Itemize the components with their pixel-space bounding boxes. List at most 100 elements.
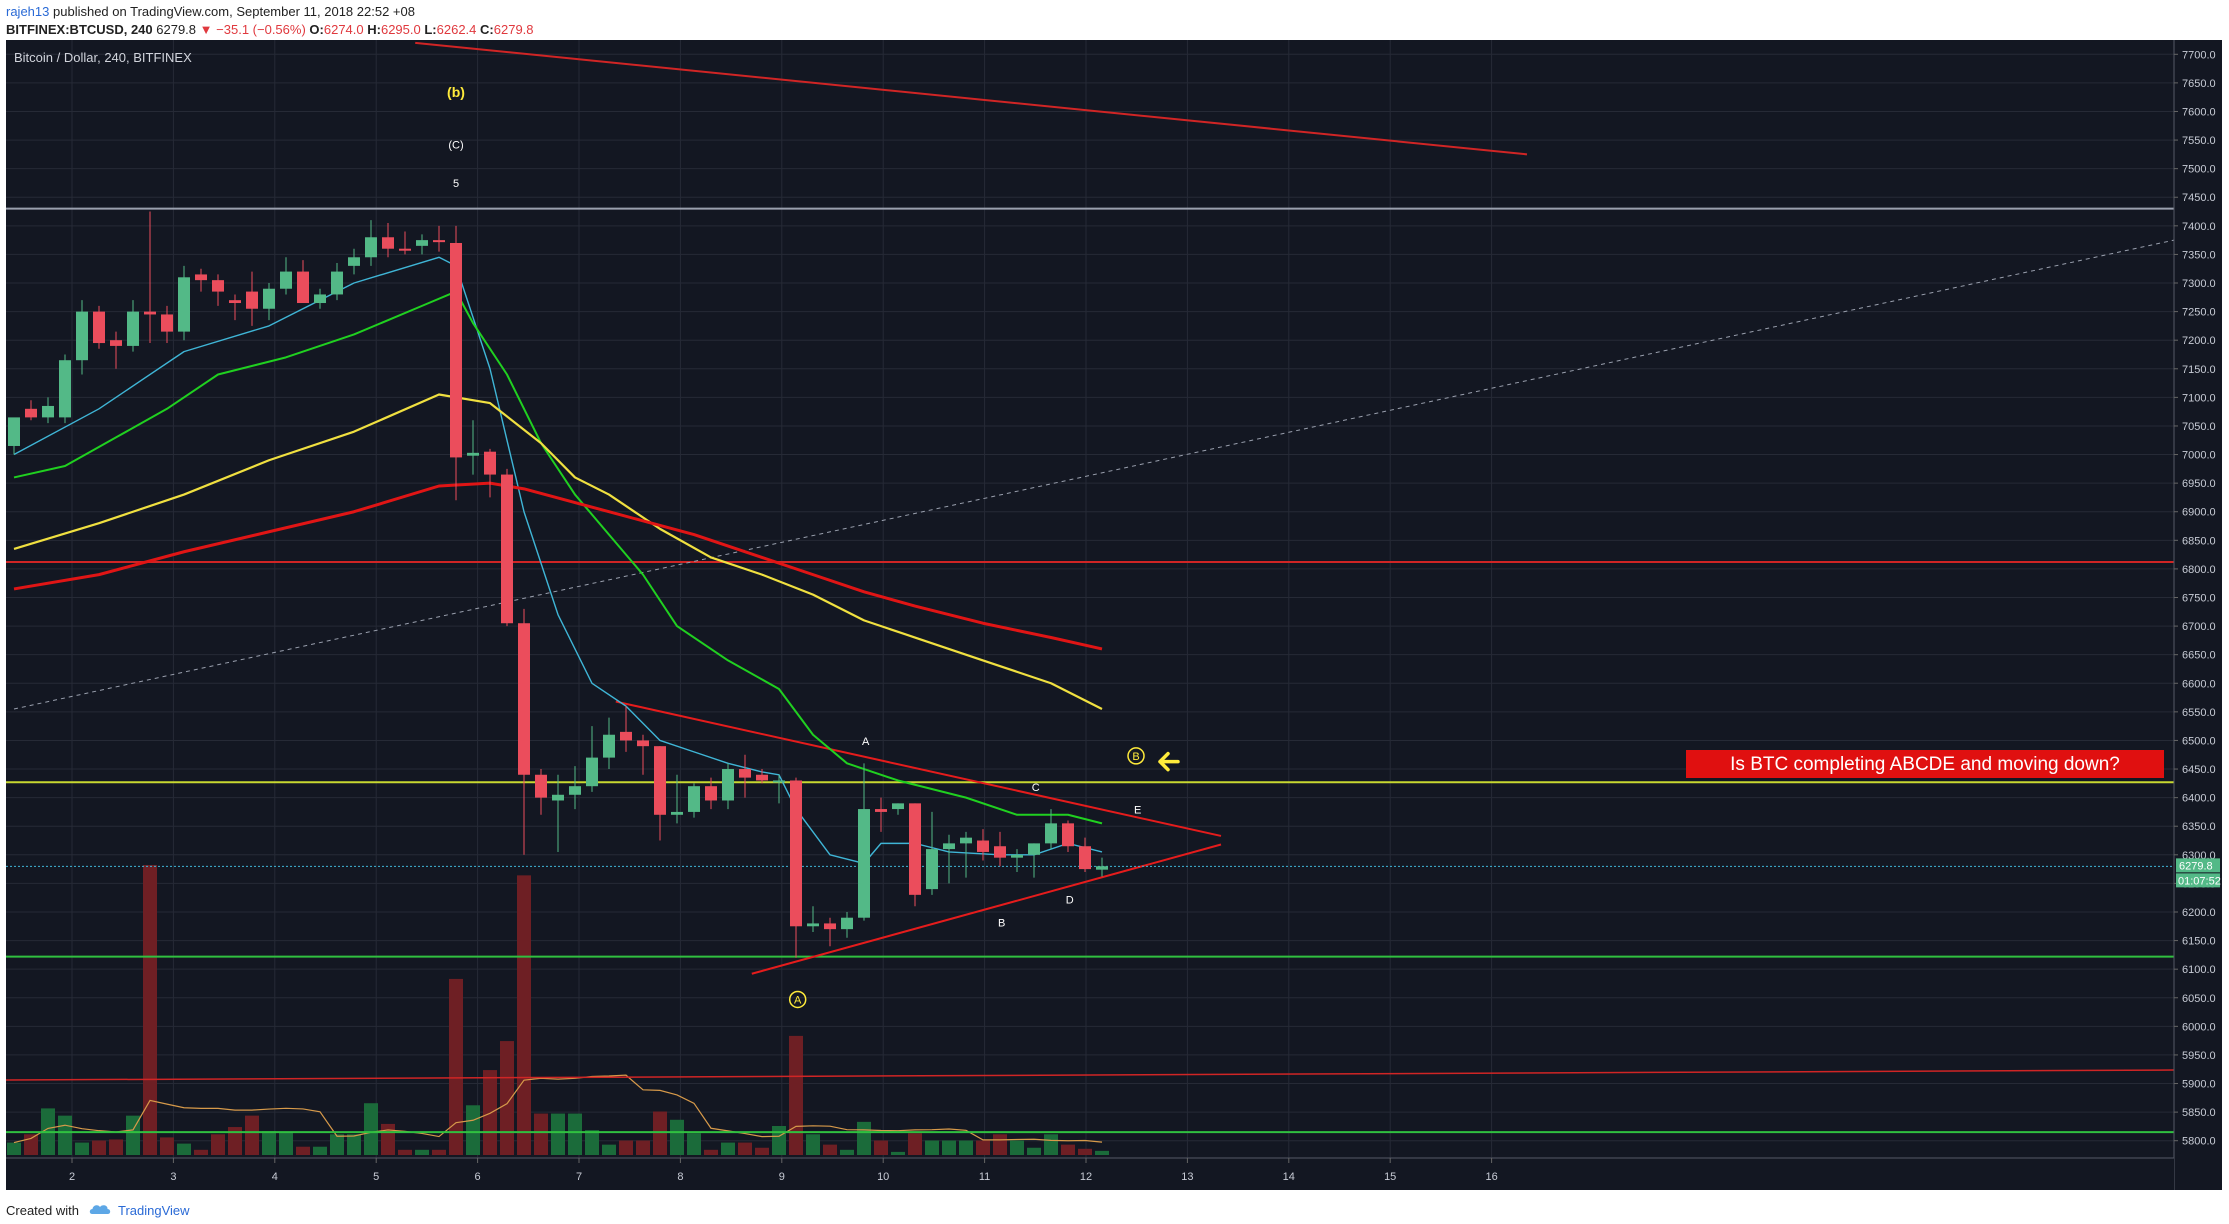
x-tick-label: 4 — [272, 1171, 278, 1183]
candle-body — [960, 837, 972, 844]
y-tick-label: 6200.0 — [2182, 907, 2216, 919]
volume-bar — [279, 1132, 293, 1155]
y-tick-label: 7400.0 — [2182, 221, 2216, 233]
candle-body — [246, 291, 258, 309]
volume-bar — [619, 1140, 633, 1155]
candle-body — [263, 288, 275, 309]
candle-body — [620, 731, 632, 741]
x-tick-label: 13 — [1181, 1171, 1193, 1183]
candle-body — [433, 240, 445, 243]
volume-bar — [908, 1133, 922, 1155]
y-tick-label: 7000.0 — [2182, 450, 2216, 462]
x-tick-label: 5 — [373, 1171, 379, 1183]
candle-body — [892, 803, 904, 810]
volume-bar — [551, 1113, 565, 1155]
price-chart[interactable]: (b) (C) 5 A B C D E A B Is BTC completing ABCDE an… — [6, 40, 2222, 1190]
chart-title: Bitcoin / Dollar, 240, BITFINEX — [14, 50, 192, 65]
volume-bar — [483, 1070, 497, 1155]
volume-bar — [1010, 1140, 1024, 1155]
x-tick-label: 14 — [1283, 1171, 1295, 1183]
price-tag-label: 6279.8 — [2179, 860, 2213, 872]
candle-body — [280, 271, 292, 289]
candle-body — [807, 923, 819, 927]
candle-body — [756, 774, 768, 781]
symbol-label: BITFINEX:BTCUSD, 240 — [6, 22, 153, 37]
volume-bar — [432, 1149, 446, 1155]
y-tick-label: 6050.0 — [2182, 993, 2216, 1005]
low-value: 6262.4 — [436, 22, 477, 37]
volume-bar — [925, 1140, 939, 1155]
candle-body — [127, 311, 139, 346]
volume-bar — [942, 1140, 956, 1155]
price-axis-bg — [2174, 40, 2222, 1190]
y-tick-label: 7100.0 — [2182, 392, 2216, 404]
circled-label-ring — [788, 990, 807, 1009]
y-tick-label: 6900.0 — [2182, 507, 2216, 519]
volume-bar — [262, 1131, 276, 1155]
x-tick-label: 11 — [979, 1171, 990, 1183]
ema-yellow-line — [13, 393, 1103, 710]
y-tick-label: 6400.0 — [2182, 793, 2216, 805]
tradingview-brand[interactable]: TradingView — [118, 1203, 190, 1218]
x-tick-label: 12 — [1080, 1171, 1092, 1183]
candle-body — [773, 780, 785, 783]
header-bar: rajeh13 published on TradingView.com, Se… — [0, 0, 2229, 40]
candle-body — [450, 242, 462, 458]
volume-bar — [415, 1149, 429, 1155]
candle-body — [382, 237, 394, 249]
volume-bar — [7, 1142, 21, 1155]
ohlc-line: BITFINEX:BTCUSD, 240 6279.8 ▼ −35.1 (−0.… — [6, 22, 534, 37]
candle-body — [637, 740, 649, 747]
candles — [8, 211, 1108, 958]
created-with-text: Created with — [6, 1203, 79, 1218]
volume-bar — [585, 1130, 599, 1155]
publisher-name[interactable]: rajeh13 — [6, 4, 50, 19]
volume-bar — [449, 978, 463, 1155]
y-tick-label: 5800.0 — [2182, 1136, 2216, 1148]
candle-body — [705, 786, 717, 801]
wave-label: (b) — [447, 84, 465, 100]
candle-body — [1045, 823, 1057, 844]
volume-bar — [92, 1140, 106, 1155]
wave-label: E — [1134, 805, 1141, 817]
y-tick-label: 7650.0 — [2182, 78, 2216, 90]
candle-body — [59, 360, 71, 418]
tradingview-cloud-icon[interactable] — [88, 1199, 112, 1217]
ema-red-line — [13, 481, 1103, 651]
candle-body — [8, 417, 20, 446]
volume-bar — [347, 1134, 361, 1155]
candle-body — [824, 923, 836, 930]
x-tick-label: 3 — [170, 1171, 176, 1183]
chart-panel[interactable]: (b) (C) 5 A B C D E A B Is BTC completing ABCDE an… — [6, 40, 2222, 1190]
volume-bar — [500, 1041, 514, 1155]
candle-body — [195, 274, 207, 281]
volume-bar — [772, 1126, 786, 1155]
candle-body — [501, 474, 513, 624]
drawing-lines — [6, 41, 2175, 1134]
volume-bar — [109, 1139, 123, 1155]
volume-bar — [160, 1137, 174, 1155]
candle-body — [994, 846, 1006, 858]
volume-bar — [313, 1146, 327, 1155]
price-tag — [2176, 858, 2220, 873]
candle-body — [42, 405, 54, 418]
volume-bar — [806, 1134, 820, 1155]
y-tick-label: 6450.0 — [2182, 764, 2216, 776]
triangle-bottom-line — [751, 843, 1222, 975]
x-tick-label: 15 — [1384, 1171, 1396, 1183]
volume-bar — [874, 1140, 888, 1155]
wave-label: A — [862, 736, 870, 748]
volume-bar — [891, 1151, 905, 1155]
volume-bar — [381, 1123, 395, 1155]
wave-label: 5 — [453, 178, 459, 190]
annotations: (b) (C) 5 A B C D E A B Is BTC completing ABCDE an… — [447, 84, 2164, 1009]
down-arrow-icon: ▼ — [199, 22, 213, 37]
volume-bar — [177, 1143, 191, 1155]
volume-bar — [687, 1133, 701, 1155]
y-tick-label: 6500.0 — [2182, 735, 2216, 747]
volume-bar — [738, 1142, 752, 1155]
note-text: Is BTC completing ABCDE and moving down? — [1730, 754, 2120, 775]
high-value: 6295.0 — [380, 22, 421, 37]
y-tick-label: 6650.0 — [2182, 650, 2216, 662]
circled-label: B — [1132, 751, 1139, 763]
